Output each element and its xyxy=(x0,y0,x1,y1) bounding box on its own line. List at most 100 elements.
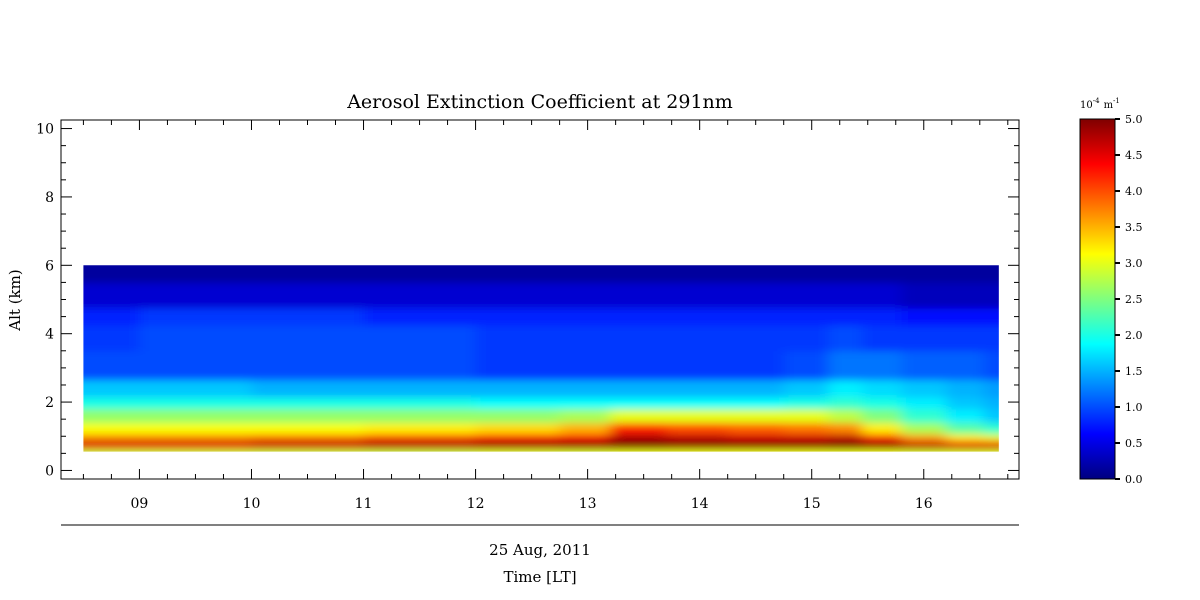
heatmap-cell xyxy=(83,440,140,446)
colorbar-tick-label: 1.5 xyxy=(1125,365,1143,378)
heatmap-cell xyxy=(727,396,785,410)
heatmap-cell xyxy=(139,308,252,326)
heatmap-cell xyxy=(828,282,863,309)
heatmap-cell xyxy=(475,449,561,452)
y-tick-label: 2 xyxy=(45,395,54,411)
chart-title: Aerosol Extinction Coefficient at 291nm xyxy=(346,91,733,113)
x-tick-label: 12 xyxy=(467,496,485,512)
y-axis-ticks: 0 2 4 6 8 10 xyxy=(36,122,1019,479)
heatmap-cell xyxy=(83,422,140,435)
heatmap-cell xyxy=(983,440,999,446)
heatmap-cell xyxy=(862,422,902,435)
heatmap-cell xyxy=(862,433,902,442)
heatmap-cell xyxy=(251,433,365,442)
heatmap-cell xyxy=(363,308,477,326)
heatmap-cell xyxy=(828,265,863,283)
heatmap-cell xyxy=(363,265,477,283)
heatmap-cell xyxy=(983,265,999,283)
y-axis-label: Alt (km) xyxy=(6,269,24,331)
colorbar-tick-label: 5.0 xyxy=(1125,113,1143,126)
heatmap-cell xyxy=(946,396,985,410)
heatmap-cell xyxy=(828,444,863,450)
heatmap-cell xyxy=(83,350,140,381)
y-tick-label: 4 xyxy=(45,327,54,343)
heatmap-cell xyxy=(251,282,365,309)
heatmap-cell xyxy=(946,444,985,450)
x-tick-label: 13 xyxy=(579,496,597,512)
heatmap-cell xyxy=(363,379,477,398)
heatmap-cell xyxy=(610,444,667,450)
heatmap-cell xyxy=(828,325,863,352)
heatmap-cell xyxy=(983,379,999,398)
heatmap-cell xyxy=(363,440,477,446)
heatmap-cell xyxy=(983,396,999,410)
heatmap-cell xyxy=(983,350,999,381)
heatmap-cell xyxy=(783,350,830,381)
heatmap-cell xyxy=(783,433,830,442)
heatmap-cell xyxy=(559,265,611,283)
heatmap-cell xyxy=(946,325,985,352)
y-tick-label: 6 xyxy=(45,258,54,274)
heatmap-cell xyxy=(901,379,947,398)
heatmap-cell xyxy=(139,408,252,424)
heatmap-cell xyxy=(783,379,830,398)
heatmap-cell xyxy=(363,408,477,424)
colorbar-tick-label: 1.0 xyxy=(1125,401,1143,414)
heatmap-cell xyxy=(862,440,902,446)
x-tick-label: 16 xyxy=(915,496,933,512)
colorbar-tick-label: 0.0 xyxy=(1125,473,1143,486)
heatmap-cell xyxy=(139,379,252,398)
heatmap-cell xyxy=(983,408,999,424)
heatmap-cell xyxy=(862,350,902,381)
heatmap-cell xyxy=(475,396,561,410)
heatmap-cell xyxy=(139,265,252,283)
heatmap-cell xyxy=(901,444,947,450)
colorbar-label-exp: -4 xyxy=(1093,97,1100,105)
heatmap-cell xyxy=(83,449,140,452)
heatmap-cell xyxy=(983,325,999,352)
heatmap-cell xyxy=(862,444,902,450)
heatmap-cell xyxy=(727,422,785,435)
heatmap-cell xyxy=(666,440,729,446)
heatmap-cells xyxy=(83,265,999,452)
heatmap-cell xyxy=(83,265,140,283)
heatmap-cell xyxy=(83,379,140,398)
heatmap-cell xyxy=(610,350,667,381)
colorbar-tick-label: 3.0 xyxy=(1125,257,1143,270)
heatmap-cell xyxy=(828,449,863,452)
colorbar-tick-label: 3.5 xyxy=(1125,221,1143,234)
heatmap-cell xyxy=(363,422,477,435)
heatmap-cell xyxy=(666,396,729,410)
heatmap-cell xyxy=(666,449,729,452)
heatmap-cell xyxy=(862,379,902,398)
x-tick-label: 15 xyxy=(803,496,821,512)
heatmap-cell xyxy=(251,422,365,435)
heatmap-cell xyxy=(983,433,999,442)
heatmap-cell xyxy=(901,396,947,410)
heatmap-cell xyxy=(83,308,140,326)
heatmap-cell xyxy=(727,265,785,283)
heatmap-cell xyxy=(666,308,729,326)
heatmap-cell xyxy=(901,449,947,452)
heatmap-cell xyxy=(363,396,477,410)
heatmap-cell xyxy=(727,350,785,381)
heatmap-cell xyxy=(83,396,140,410)
heatmap-cell xyxy=(139,350,252,381)
heatmap-cell xyxy=(901,325,947,352)
heatmap-cell xyxy=(946,265,985,283)
heatmap-cell xyxy=(666,408,729,424)
heatmap-cell xyxy=(828,433,863,442)
heatmap-cell xyxy=(475,265,561,283)
heatmap-cell xyxy=(83,433,140,442)
heatmap-cell xyxy=(83,408,140,424)
heatmap-cell xyxy=(559,308,611,326)
heatmap-cell xyxy=(783,422,830,435)
heatmap-cell xyxy=(475,440,561,446)
heatmap-cell xyxy=(475,350,561,381)
heatmap-cell xyxy=(862,396,902,410)
heatmap-cell xyxy=(983,422,999,435)
x-axis-label: Time [LT] xyxy=(503,568,576,586)
heatmap-cell xyxy=(727,433,785,442)
x-tick-label: 10 xyxy=(243,496,261,512)
colorbar-tick-label: 2.0 xyxy=(1125,329,1143,342)
